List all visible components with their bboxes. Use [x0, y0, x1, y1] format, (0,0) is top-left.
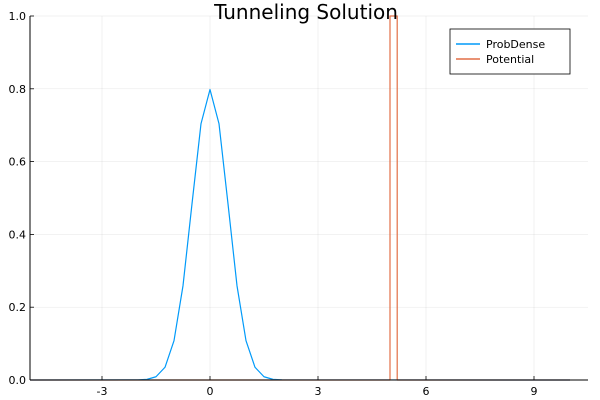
y-tick-label: 0.0	[9, 374, 27, 387]
legend[interactable]: ProbDense Potential	[449, 28, 571, 75]
x-tick-label: 0	[207, 385, 214, 398]
y-tick-label: 0.2	[9, 301, 27, 314]
x-tick-label: 9	[531, 385, 538, 398]
grid	[30, 15, 588, 381]
x-tick-label: 6	[423, 385, 430, 398]
axes	[29, 15, 588, 381]
legend-label-probdense: ProbDense	[486, 38, 545, 51]
chart-title: Tunneling Solution	[213, 0, 398, 24]
y-tick-label: 0.4	[9, 228, 27, 241]
series-line-probdense	[29, 88, 571, 381]
x-tick-label: 3	[315, 385, 322, 398]
y-tick-label: 0.6	[9, 156, 27, 169]
y-tick-label: 1.0	[9, 10, 27, 23]
y-tick-label: 0.8	[9, 83, 27, 96]
tick-labels: -3 0 3 6 9 0.0 0.2 0.4 0.6 0.8 1.0	[9, 10, 538, 398]
x-tick-label: -3	[97, 385, 108, 398]
legend-box	[449, 28, 571, 75]
legend-label-potential: Potential	[486, 53, 534, 66]
